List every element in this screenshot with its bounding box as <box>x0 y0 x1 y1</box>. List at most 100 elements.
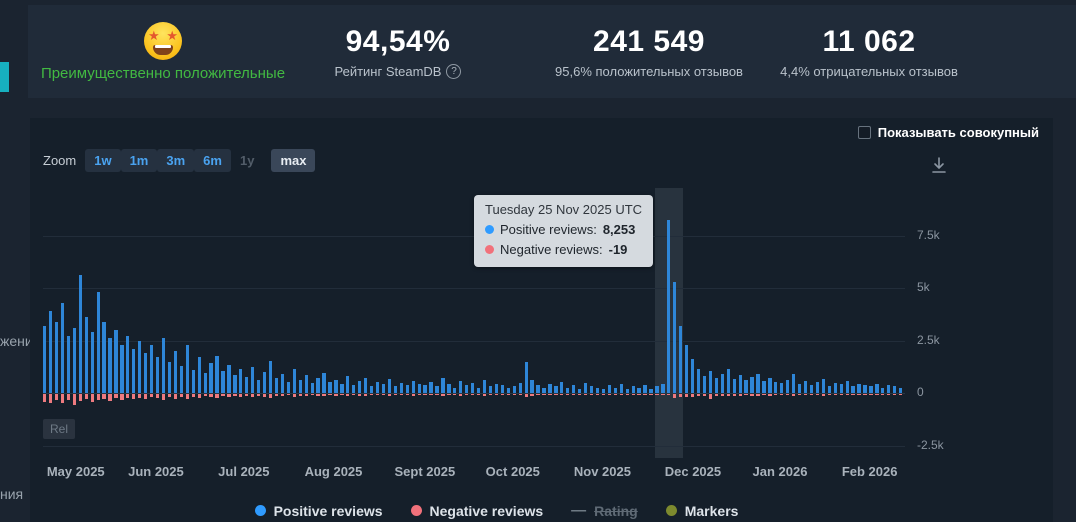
negative-reviews-count: 11 062 <box>822 24 916 58</box>
tooltip-negative-label: Negative reviews: <box>500 241 603 257</box>
bar-negative <box>476 394 481 395</box>
y-axis-label: 2.5k <box>917 332 940 347</box>
bar-negative <box>298 394 302 396</box>
bar-negative <box>185 394 189 400</box>
bar-positive <box>762 381 766 393</box>
bar-positive <box>239 368 243 393</box>
bar-positive <box>649 388 653 393</box>
bar-positive <box>209 362 213 393</box>
bar-positive <box>548 384 552 393</box>
bar-negative <box>251 394 255 397</box>
zoom-button-3m[interactable]: 3m <box>157 149 195 172</box>
bar-negative <box>762 394 766 396</box>
bar-negative <box>203 394 207 397</box>
bar-positive <box>132 348 136 393</box>
bar-negative <box>441 394 445 396</box>
zoom-button-max[interactable]: max <box>271 149 316 172</box>
bar-positive <box>60 302 65 393</box>
bar-positive <box>257 379 261 393</box>
bar-positive <box>607 385 612 393</box>
bar-negative <box>417 394 421 396</box>
bar-negative <box>381 394 386 396</box>
y-axis-label: 7.5k <box>917 227 940 242</box>
bar-negative <box>643 394 647 396</box>
tooltip-positive-value: 8,253 <box>602 222 636 237</box>
bar-negative <box>679 394 683 398</box>
negative-legend-dot-icon <box>410 505 422 516</box>
bar-positive <box>233 375 237 393</box>
bar-negative <box>851 394 855 395</box>
zoom-button-6m[interactable]: 6m <box>194 149 231 172</box>
cumulative-toggle[interactable]: Показывать совокупный <box>857 125 1039 140</box>
bar-positive <box>387 379 392 393</box>
legend-rating[interactable]: — Rating <box>571 502 638 519</box>
bar-negative <box>530 394 534 396</box>
bar-positive <box>227 364 231 393</box>
bar-positive <box>833 383 837 393</box>
bar-positive <box>613 387 617 393</box>
download-chart-icon[interactable] <box>929 155 949 175</box>
legend-negative-reviews[interactable]: Negative reviews <box>410 502 543 519</box>
cumulative-checkbox[interactable] <box>857 126 871 139</box>
bar-negative <box>750 394 754 396</box>
gridline <box>43 393 905 394</box>
bar-positive <box>84 317 88 393</box>
bar-negative <box>227 394 231 398</box>
bar-negative <box>542 394 546 395</box>
zoom-controls: Zoom 1w 1m 3m 6m 1y max <box>43 149 316 172</box>
bar-positive <box>560 382 564 393</box>
bar-negative <box>429 394 433 396</box>
bar-positive <box>78 275 82 393</box>
bar-negative <box>447 394 451 396</box>
bar-positive <box>292 369 296 393</box>
plot-area[interactable]: Tuesday 25 Nov 2025 UTC Positive reviews… <box>43 188 944 458</box>
bar-positive <box>447 384 451 393</box>
positive-dot-icon <box>485 225 494 235</box>
help-icon[interactable]: ? <box>446 63 462 79</box>
bar-negative <box>423 394 427 396</box>
bar-positive <box>393 386 397 393</box>
bar-positive <box>780 383 784 393</box>
bar-negative <box>340 394 344 396</box>
bar-positive <box>150 344 154 393</box>
bar-negative <box>114 394 118 399</box>
x-axis: May 2025 Jun 2025 Jul 2025 Aug 2025 Sept 202… <box>43 464 905 480</box>
bar-positive <box>720 373 724 393</box>
legend-markers[interactable]: Markers <box>665 502 738 519</box>
bar-negative <box>150 394 154 398</box>
chart-tooltip: Tuesday 25 Nov 2025 UTC Positive reviews… <box>474 195 654 267</box>
bar-positive <box>738 374 742 393</box>
bar-negative <box>268 394 273 398</box>
bar-negative <box>108 394 112 401</box>
rel-badge[interactable]: Rel <box>43 419 76 439</box>
bar-negative <box>548 394 552 396</box>
bar-positive <box>328 382 332 393</box>
bar-positive <box>251 366 255 393</box>
zoom-button-1w[interactable]: 1w <box>85 149 121 172</box>
zoom-label: Zoom <box>43 153 77 168</box>
bar-negative <box>524 394 528 398</box>
bar-positive <box>685 344 689 393</box>
bar-positive <box>518 383 522 393</box>
bar-positive <box>322 373 326 393</box>
bar-negative <box>726 394 730 397</box>
bar-positive <box>572 385 576 393</box>
emoji-mouth <box>153 44 173 55</box>
bar-negative <box>536 394 540 396</box>
reviews-chart-panel: Показывать совокупный Zoom 1w 1m 3m 6m 1y max… <box>30 118 1053 522</box>
bar-negative <box>257 394 261 396</box>
bar-positive <box>54 321 59 393</box>
bar-negative <box>90 394 94 403</box>
bar-positive <box>595 387 600 393</box>
bar-negative <box>387 394 392 396</box>
bar-negative <box>774 394 778 396</box>
bar-negative <box>48 394 53 404</box>
bar-negative <box>393 394 397 395</box>
zoom-button-1m[interactable]: 1m <box>120 149 158 172</box>
bar-negative <box>809 394 814 395</box>
legend-positive-reviews[interactable]: Positive reviews <box>254 502 383 519</box>
bar-negative <box>316 394 320 396</box>
bar-negative <box>768 394 772 396</box>
bar-negative <box>375 394 380 396</box>
bar-negative <box>209 394 213 398</box>
